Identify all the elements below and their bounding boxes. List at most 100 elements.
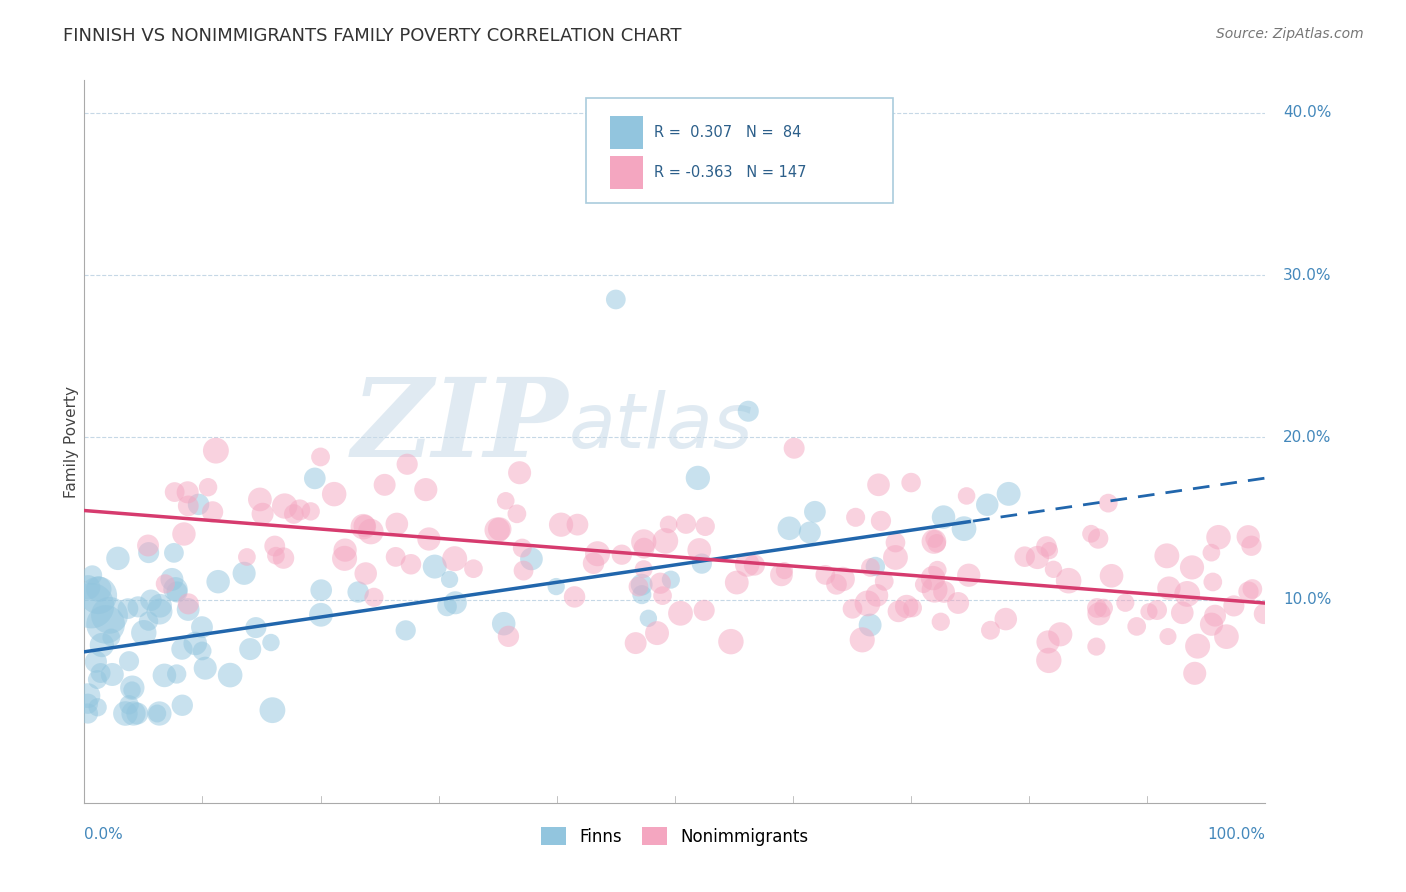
Point: [1014, 549, 1036, 564]
Point: [333, 543, 356, 558]
Point: [219, 668, 242, 682]
Point: [669, 607, 692, 621]
Point: [922, 571, 945, 585]
Point: [550, 517, 572, 532]
Point: [239, 642, 262, 657]
Point: [1036, 635, 1059, 649]
Point: [633, 541, 655, 556]
Point: [851, 632, 873, 647]
Point: [153, 668, 176, 682]
Point: [136, 539, 159, 553]
Point: [77, 580, 100, 594]
Point: [273, 499, 295, 513]
Point: [865, 559, 887, 574]
Point: [859, 618, 882, 632]
Point: [191, 644, 214, 658]
Point: [564, 590, 586, 604]
Point: [94, 617, 117, 632]
Point: [170, 642, 193, 657]
Point: [783, 442, 806, 456]
Point: [924, 532, 946, 546]
Point: [870, 514, 893, 528]
Point: [1215, 630, 1237, 644]
Point: [831, 572, 853, 586]
Point: [385, 516, 408, 531]
Point: [245, 621, 267, 635]
Point: [567, 517, 589, 532]
Text: Source: ZipAtlas.com: Source: ZipAtlas.com: [1216, 27, 1364, 41]
Point: [233, 566, 256, 581]
Text: 10.0%: 10.0%: [1284, 592, 1331, 607]
Bar: [610, 156, 643, 189]
Point: [868, 478, 890, 492]
Point: [249, 492, 271, 507]
Point: [1253, 607, 1275, 621]
Point: [148, 706, 170, 721]
Point: [201, 505, 224, 519]
Point: [309, 450, 332, 464]
Point: [132, 625, 155, 640]
Point: [309, 583, 332, 598]
Point: [283, 507, 305, 521]
Point: [799, 525, 821, 540]
Point: [463, 562, 485, 576]
Point: [845, 510, 868, 524]
Point: [979, 624, 1001, 638]
Point: [80, 599, 103, 613]
Point: [399, 558, 422, 572]
Point: [197, 480, 219, 494]
Point: [127, 599, 149, 614]
Point: [1184, 666, 1206, 681]
Point: [932, 510, 955, 524]
Point: [1125, 619, 1147, 633]
Point: [177, 602, 200, 616]
Point: [645, 626, 668, 640]
Point: [160, 573, 183, 587]
Point: [90, 666, 112, 681]
Point: [163, 546, 186, 560]
Point: [262, 703, 284, 717]
Point: [139, 593, 162, 607]
Point: [1035, 540, 1057, 554]
Point: [172, 698, 194, 713]
Point: [77, 689, 100, 703]
Point: [997, 487, 1019, 501]
Point: [363, 591, 385, 605]
Point: [1156, 549, 1178, 563]
Point: [633, 562, 655, 576]
Point: [260, 635, 283, 649]
Point: [98, 608, 121, 623]
Point: [953, 522, 976, 536]
Point: [955, 489, 977, 503]
Point: [87, 582, 110, 596]
Point: [624, 636, 647, 650]
Point: [856, 596, 879, 610]
Point: [688, 543, 710, 558]
Point: [506, 507, 529, 521]
Point: [100, 631, 122, 645]
Point: [946, 596, 969, 610]
Point: [814, 567, 837, 582]
Point: [994, 612, 1017, 626]
FancyBboxPatch shape: [586, 98, 893, 203]
Point: [1223, 599, 1246, 613]
Point: [304, 471, 326, 485]
Point: [166, 585, 188, 599]
Point: [384, 549, 406, 564]
Text: R = -0.363   N = 147: R = -0.363 N = 147: [654, 164, 806, 179]
Point: [495, 493, 517, 508]
Point: [498, 629, 520, 643]
Point: [395, 624, 418, 638]
Point: [118, 698, 141, 712]
Point: [486, 523, 509, 537]
Point: [122, 706, 145, 721]
Point: [510, 541, 533, 555]
Point: [87, 588, 110, 602]
Point: [163, 485, 186, 500]
Point: [396, 457, 419, 471]
Point: [1101, 569, 1123, 583]
Point: [146, 706, 169, 721]
Point: [924, 582, 946, 597]
Point: [976, 498, 998, 512]
Point: [693, 603, 716, 617]
